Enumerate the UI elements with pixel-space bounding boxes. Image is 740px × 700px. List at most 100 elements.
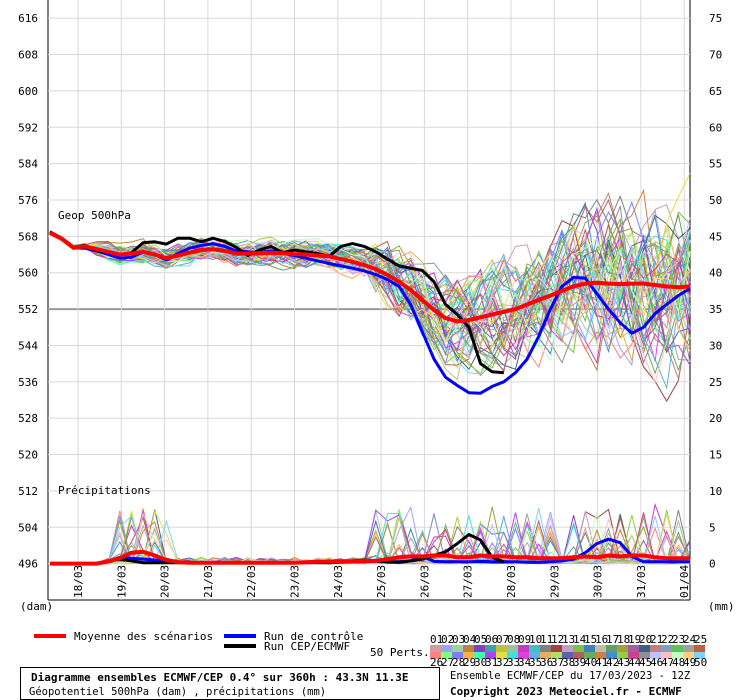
right-tick-label: 60: [709, 121, 722, 134]
perts-number-bottom: 37: [551, 656, 564, 669]
perts-number-bottom: 28: [452, 656, 465, 669]
perts-swatch-top: [683, 645, 694, 654]
perts-number-bottom: 42: [606, 656, 619, 669]
perts-number-top: 22: [661, 633, 674, 646]
perts-swatch-bottom: [529, 652, 540, 659]
left-axis-unit: (dam): [20, 600, 53, 613]
footer-run: Ensemble ECMWF/CEP du 17/03/2023 - 12Z: [450, 670, 691, 682]
perts-swatch-bottom: [452, 652, 463, 659]
main-series: [49, 230, 691, 566]
perts-swatch-bottom: [573, 652, 584, 659]
footer-title: Diagramme ensembles ECMWF/CEP 0.4° sur 3…: [31, 671, 409, 684]
left-tick-label: 552: [18, 303, 38, 316]
right-tick-label: 70: [709, 49, 722, 62]
perts-number-top: 10: [529, 633, 542, 646]
left-tick-label: 536: [18, 376, 38, 389]
legend-control: Run de contrôle: [264, 630, 363, 643]
perts-swatch-bottom: [650, 652, 661, 659]
perts-number-bottom: 33: [507, 656, 520, 669]
date-tick-label: 25/03: [375, 565, 388, 598]
perts-swatch-bottom: [562, 652, 573, 659]
perts-swatch-top: [650, 645, 661, 654]
perts-number-top: 07: [496, 633, 509, 646]
perts-number-bottom: 31: [485, 656, 498, 669]
chart-grid: [47, 0, 691, 601]
perts-number-top: 23: [672, 633, 685, 646]
footer-box: Diagramme ensembles ECMWF/CEP 0.4° sur 3…: [20, 667, 440, 700]
perts-swatch-bottom: [485, 652, 496, 659]
mean-precip-line: [50, 549, 690, 566]
right-tick-label: 20: [709, 412, 722, 425]
perts-swatch-top: [430, 645, 441, 654]
date-tick-label: 31/03: [635, 565, 648, 598]
member-geop-line: [49, 198, 691, 373]
perts-number-bottom: 49: [683, 656, 696, 669]
left-tick-label: 504: [18, 521, 38, 534]
perts-number-bottom: 44: [628, 656, 642, 669]
perts-number-top: 14: [573, 633, 587, 646]
perts-number-top: 11: [540, 633, 553, 646]
perts-number-bottom: 46: [650, 656, 663, 669]
perts-number-top: 08: [507, 633, 520, 646]
perts-swatch-bottom: [441, 652, 452, 659]
perts-swatch-top: [639, 645, 650, 654]
perts-number-top: 21: [650, 633, 663, 646]
perts-swatch-bottom: [540, 652, 551, 659]
perts-swatch-top: [617, 645, 628, 654]
perts-number-top: 15: [584, 633, 597, 646]
date-tick-label: 27/03: [462, 565, 475, 598]
perts-swatch-bottom: [617, 652, 628, 659]
perts-swatch-top: [573, 645, 584, 654]
footer-subtitle: Géopotentiel 500hPa (dam) , précipitatio…: [29, 686, 327, 698]
date-tick-label: 19/03: [115, 565, 128, 598]
perts-swatch-top: [463, 645, 474, 654]
perts-legend: 01 26 02 27 03 28 04 29 05 30 06 31 07 32 08 33 09 34 10 35…: [430, 633, 707, 669]
perts-number-top: 16: [595, 633, 608, 646]
left-tick-label: 528: [18, 412, 38, 425]
perts-swatch-top: [540, 645, 551, 654]
geop-label: Geop 500hPa: [58, 209, 131, 222]
date-tick-label: 22/03: [245, 565, 258, 598]
perts-swatch-bottom: [606, 652, 617, 659]
left-tick-label: 520: [18, 449, 38, 462]
perts-swatch-top: [518, 645, 529, 654]
right-tick-label: 35: [709, 303, 722, 316]
perts-swatch-bottom: [672, 652, 683, 659]
right-tick-label: 55: [709, 158, 722, 171]
perts-swatch-top: [551, 645, 562, 654]
perts-swatch-bottom: [628, 652, 639, 659]
legend-perts: 50 Perts.: [370, 646, 430, 659]
mean-geop-line: [49, 230, 691, 324]
date-tick-label: 23/03: [289, 565, 302, 598]
right-tick-label: 25: [709, 376, 722, 389]
left-tick-label: 608: [18, 49, 38, 62]
perts-number-bottom: 30: [474, 656, 487, 669]
perts-swatch-top: [584, 645, 595, 654]
perts-swatch-bottom: [661, 652, 672, 659]
right-tick-label: 40: [709, 267, 722, 280]
member-geop-line: [49, 214, 691, 371]
perts-number-bottom: 29: [463, 656, 476, 669]
date-tick-label: 01/04: [678, 565, 691, 598]
perts-number-bottom: 41: [595, 656, 608, 669]
date-tick-label: 28/03: [505, 565, 518, 598]
perts-number-bottom: 50: [694, 656, 707, 669]
right-tick-label: 45: [709, 230, 722, 243]
member-geop-line: [49, 230, 691, 375]
perts-number-top: 24: [683, 633, 697, 646]
right-tick-label: 65: [709, 85, 722, 98]
perts-swatch-top: [628, 645, 639, 654]
perts-number-top: 09: [518, 633, 531, 646]
perts-swatch-top: [606, 645, 617, 654]
perts-number-bottom: 40: [584, 656, 597, 669]
footer-copyright: Copyright 2023 Meteociel.fr - ECMWF: [450, 685, 682, 698]
perts-number-top: 02: [441, 633, 454, 646]
date-tick-label: 21/03: [202, 565, 215, 598]
perts-swatch-bottom: [496, 652, 507, 659]
perts-number-top: 25: [694, 633, 707, 646]
perts-swatch-top: [694, 645, 705, 654]
perts-swatch-top: [441, 645, 452, 654]
perts-swatch-bottom: [551, 652, 562, 659]
perts-swatch-top: [474, 645, 485, 654]
